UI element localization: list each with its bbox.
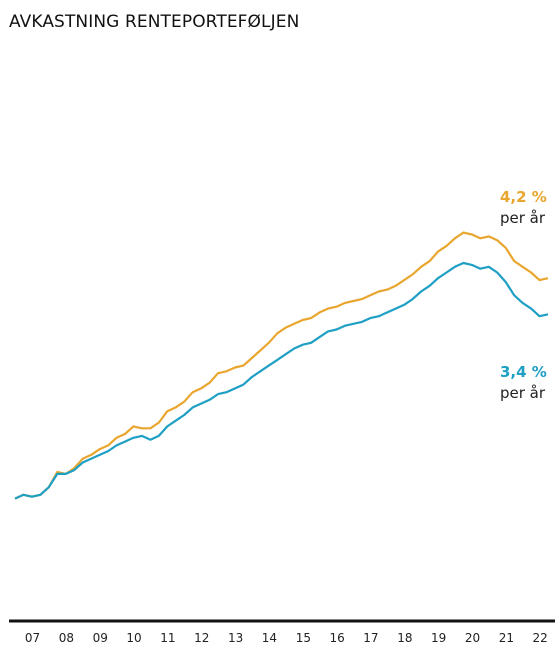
x-tick-label: 07 [25, 631, 40, 645]
x-tick-labels: 07 08 09 10 11 12 13 14 15 16 17 18 19 20 21 22 [25, 631, 548, 645]
chart-title: AVKASTNING RENTEPORTEFØLJEN [9, 12, 300, 32]
x-tick-label: 16 [330, 631, 345, 645]
x-tick-label: 21 [499, 631, 514, 645]
x-tick-label: 15 [296, 631, 311, 645]
x-tick-label: 08 [59, 631, 74, 645]
x-tick-label: 12 [194, 631, 209, 645]
x-tick-label: 18 [397, 631, 412, 645]
x-tick-label: 22 [533, 631, 548, 645]
x-tick-label: 10 [126, 631, 141, 645]
series-layer [14, 231, 549, 500]
series-line-1 [14, 261, 549, 500]
x-tick-label: 20 [465, 631, 480, 645]
annotation-value-orange: 4,2 % [500, 188, 547, 206]
end-annotations: 4,2 % per år 3,4 % per år [500, 188, 547, 402]
x-tick-label: 13 [228, 631, 243, 645]
x-tick-label: 11 [160, 631, 175, 645]
x-tick-label: 19 [431, 631, 446, 645]
x-tick-label: 09 [93, 631, 108, 645]
annotation-note-blue: per år [500, 384, 546, 402]
x-tick-label: 17 [363, 631, 378, 645]
annotation-note-orange: per år [500, 209, 546, 227]
x-tick-label: 14 [262, 631, 277, 645]
annotation-value-blue: 3,4 % [500, 363, 547, 381]
series-line-0 [14, 231, 549, 500]
